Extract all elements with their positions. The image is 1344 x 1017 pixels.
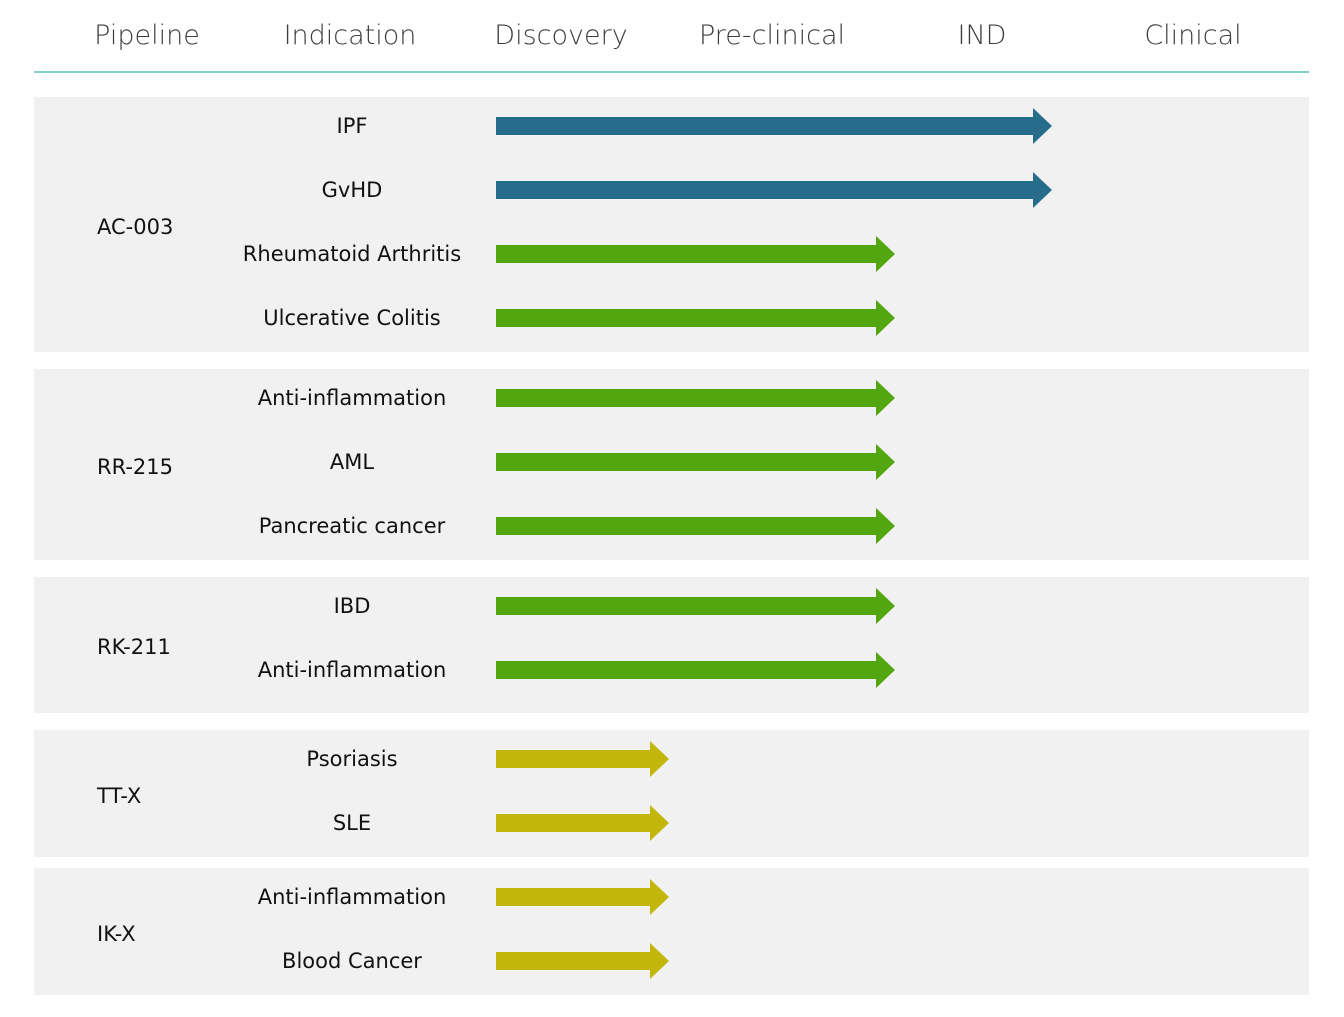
indication-label: AML [329, 450, 375, 474]
program-label: TT-X [97, 783, 142, 808]
program-label: AC-003 [97, 214, 174, 239]
stage-arrow-shape [496, 108, 1052, 144]
stage-arrow [496, 878, 669, 916]
indication-label: Blood Cancer [282, 949, 422, 973]
stage-arrow-shape [496, 444, 895, 480]
program-label: IK-X [97, 921, 136, 946]
stage-arrow [496, 107, 1052, 145]
stage-arrow-shape [496, 236, 895, 272]
indication-label: GvHD [321, 178, 383, 202]
indication-label: Anti-inflammation [257, 885, 447, 909]
indication-label: IPF [336, 114, 368, 138]
stage-arrow-shape [496, 943, 669, 979]
stage-arrow-shape [496, 805, 669, 841]
stage-arrow [496, 171, 1052, 209]
program-group: AC-003 IPF GvHD Rheumatoid Arthritis Ulcerat… [34, 97, 1309, 352]
stage-arrow-shape [496, 652, 895, 688]
indication-label: IBD [333, 594, 371, 618]
stage-arrow-shape [496, 879, 669, 915]
program-label: RK-211 [97, 635, 171, 659]
stage-arrow [496, 443, 895, 481]
stage-arrow [496, 804, 669, 842]
stage-arrow [496, 740, 669, 778]
program-group: IK-X Anti-inflammation Blood Cancer [34, 868, 1309, 995]
stage-arrow-shape [496, 508, 895, 544]
indication-label: Anti-inflammation [257, 658, 447, 682]
program-label: RR-215 [97, 454, 173, 479]
indication-label: SLE [332, 811, 372, 835]
stage-arrow-shape [496, 741, 669, 777]
header-clinical: Clinical [1144, 20, 1242, 51]
stage-arrow-shape [496, 588, 895, 624]
header-indication: Indication [283, 20, 417, 51]
stage-arrow [496, 651, 895, 689]
stage-arrow [496, 299, 895, 337]
stage-arrow [496, 587, 895, 625]
header-divider [34, 71, 1309, 73]
stage-arrow-shape [496, 300, 895, 336]
indication-label: Pancreatic cancer [258, 514, 446, 538]
header-discovery: Discovery [494, 20, 628, 51]
indication-label: Ulcerative Colitis [263, 306, 441, 330]
indication-label: Anti-inflammation [257, 386, 447, 410]
program-group: RK-211 IBD Anti-inflammation [34, 577, 1309, 713]
program-group: RR-215 Anti-inflammation AML Pancreatic can… [34, 369, 1309, 560]
stage-arrow [496, 507, 895, 545]
stage-arrow [496, 942, 669, 980]
indication-label: Rheumatoid Arthritis [242, 242, 462, 266]
header-pipeline: Pipeline [94, 20, 200, 51]
stage-arrow-shape [496, 380, 895, 416]
stage-arrow [496, 379, 895, 417]
stage-arrow [496, 235, 895, 273]
header-preclinical: Pre-clinical [698, 20, 846, 51]
indication-label: Psoriasis [306, 747, 398, 771]
stage-arrow-shape [496, 172, 1052, 208]
header-ind: IND [957, 20, 1007, 51]
program-group: TT-X Psoriasis SLE [34, 730, 1309, 857]
